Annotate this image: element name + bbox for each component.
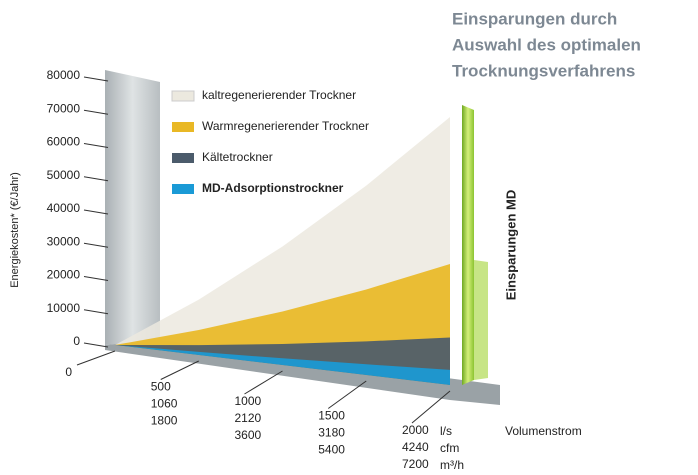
side-label: Einsparungen MD bbox=[503, 190, 518, 301]
x-tick-label: 1060 bbox=[151, 397, 178, 411]
y-tick-label: 80000 bbox=[47, 68, 81, 82]
x-tick-label: 2120 bbox=[235, 411, 262, 425]
y-axis-label: Energiekosten* (€/Jahr) bbox=[9, 172, 21, 288]
x-tick bbox=[411, 390, 451, 424]
legend-label: Kältetrockner bbox=[202, 150, 273, 164]
savings-step bbox=[474, 260, 488, 380]
y-tick-label: 50000 bbox=[47, 168, 81, 182]
x-unit: l/s bbox=[440, 424, 452, 438]
y-tick-label: 70000 bbox=[47, 101, 81, 115]
chart-title: Einsparungen durch bbox=[452, 9, 617, 28]
y-tick bbox=[83, 309, 109, 315]
x-tick bbox=[327, 380, 367, 409]
y-tick bbox=[83, 342, 109, 348]
x-tick-label: 2000 bbox=[402, 423, 429, 437]
chart-title: Auswahl des optimalen bbox=[452, 35, 641, 54]
x-tick-label: 3600 bbox=[235, 428, 262, 442]
legend-swatch bbox=[172, 122, 194, 132]
y-tick-label: 0 bbox=[73, 334, 80, 348]
legend-label: MD-Adsorptionstrockner bbox=[202, 181, 344, 195]
y-tick bbox=[83, 276, 109, 281]
y-tick-label: 40000 bbox=[47, 201, 81, 215]
y-tick bbox=[83, 176, 109, 182]
back-wall bbox=[105, 70, 160, 345]
x-tick bbox=[244, 370, 283, 395]
legend-swatch bbox=[172, 153, 194, 163]
x-tick-label: 1000 bbox=[235, 394, 262, 408]
x-tick-label: 1500 bbox=[318, 409, 345, 423]
x-tick-label: 1800 bbox=[151, 414, 178, 428]
x-unit: m³/h bbox=[440, 458, 464, 472]
y-tick-label: 20000 bbox=[47, 268, 81, 282]
x-tick-label: 7200 bbox=[402, 457, 429, 471]
y-tick-label: 10000 bbox=[47, 301, 81, 315]
x-tick-label: 5400 bbox=[318, 443, 345, 457]
x-unit: cfm bbox=[440, 441, 459, 455]
x-tick-label: 4240 bbox=[402, 440, 429, 454]
y-tick bbox=[83, 109, 109, 115]
y-tick bbox=[83, 143, 109, 148]
floor bbox=[105, 340, 500, 405]
series-layer bbox=[115, 117, 450, 385]
x-tick bbox=[76, 350, 116, 366]
x-tick-label: 3180 bbox=[318, 426, 345, 440]
y-tick-label: 30000 bbox=[47, 234, 81, 248]
chart-title: Trocknungsverfahrens bbox=[452, 61, 635, 80]
x-tick-label: 0 bbox=[65, 365, 72, 379]
legend-label: kaltregenerierender Trockner bbox=[202, 88, 356, 102]
legend-label: Warmregenerierender Trockner bbox=[202, 119, 369, 133]
y-tick-label: 60000 bbox=[47, 135, 81, 149]
y-tick bbox=[83, 209, 109, 215]
legend-swatch bbox=[172, 184, 194, 194]
legend-swatch bbox=[171, 90, 195, 102]
x-axis-label: Volumenstrom bbox=[505, 424, 582, 438]
area bbox=[115, 345, 450, 385]
x-tick-label: 500 bbox=[151, 380, 171, 394]
savings-column bbox=[462, 105, 474, 385]
x-tick bbox=[160, 360, 199, 380]
y-tick bbox=[83, 242, 109, 248]
y-tick bbox=[83, 76, 109, 82]
